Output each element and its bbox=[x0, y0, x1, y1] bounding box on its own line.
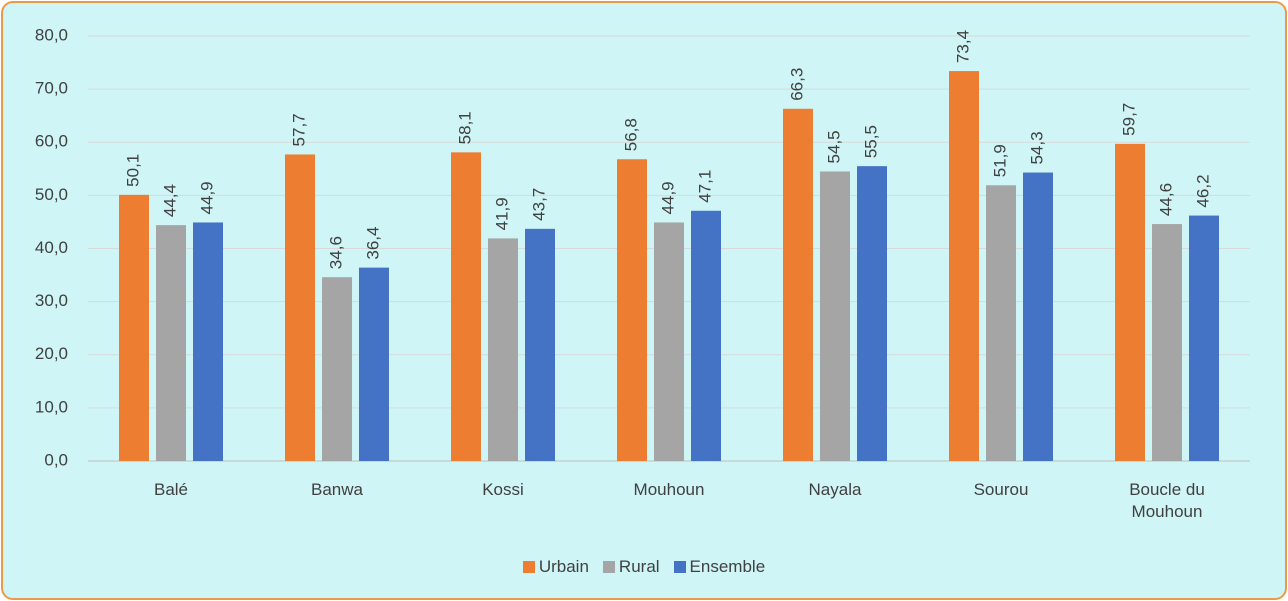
data-label: 46,2 bbox=[1193, 174, 1212, 207]
legend-item: Rural bbox=[602, 557, 660, 577]
bar bbox=[322, 277, 352, 461]
data-label: 34,6 bbox=[326, 236, 345, 269]
y-tick-label: 50,0 bbox=[35, 185, 68, 204]
data-label: 59,7 bbox=[1119, 103, 1138, 136]
data-label: 44,4 bbox=[160, 184, 179, 217]
data-label: 44,6 bbox=[1156, 183, 1175, 216]
legend-label: Rural bbox=[618, 557, 660, 576]
data-label: 55,5 bbox=[861, 125, 880, 158]
legend-label: Urbain bbox=[538, 557, 589, 576]
data-label: 44,9 bbox=[197, 181, 216, 214]
bar bbox=[525, 228, 555, 461]
x-tick-label: Banwa bbox=[311, 480, 363, 499]
bar bbox=[193, 222, 223, 461]
legend: Urbain Rural Ensemble bbox=[0, 557, 1288, 577]
bar bbox=[1152, 224, 1182, 461]
legend-swatch bbox=[522, 561, 535, 573]
bar bbox=[1189, 215, 1219, 461]
bar bbox=[1023, 172, 1053, 461]
data-label: 43,7 bbox=[529, 188, 548, 221]
bar bbox=[285, 154, 315, 461]
y-tick-label: 40,0 bbox=[35, 238, 68, 257]
bar bbox=[654, 222, 684, 461]
bar bbox=[359, 267, 389, 461]
bar bbox=[949, 71, 979, 461]
data-label: 51,9 bbox=[990, 144, 1009, 177]
x-tick-label: Boucle du Mouhoun bbox=[1129, 480, 1205, 521]
y-tick-label: 0,0 bbox=[44, 450, 68, 469]
data-label: 44,9 bbox=[658, 181, 677, 214]
data-label: 47,1 bbox=[695, 170, 714, 203]
y-tick-label: 70,0 bbox=[35, 79, 68, 98]
data-label: 73,4 bbox=[953, 30, 972, 63]
data-label: 36,4 bbox=[363, 227, 382, 260]
data-label: 56,8 bbox=[621, 118, 640, 151]
y-tick-label: 10,0 bbox=[35, 397, 68, 416]
bar bbox=[488, 238, 518, 461]
legend-swatch bbox=[673, 561, 686, 573]
bar bbox=[119, 194, 149, 461]
bar bbox=[691, 210, 721, 461]
y-tick-label: 20,0 bbox=[35, 344, 68, 363]
legend-item: Ensemble bbox=[673, 557, 766, 577]
bar bbox=[451, 152, 481, 461]
x-tick-label: Kossi bbox=[482, 480, 524, 499]
x-tick-label: Balé bbox=[153, 480, 189, 499]
data-label: 58,1 bbox=[455, 111, 474, 144]
x-tick-label: Sourou bbox=[973, 480, 1029, 499]
x-tick-label: Mouhoun bbox=[633, 480, 705, 499]
y-tick-label: 60,0 bbox=[35, 132, 68, 151]
legend-swatch bbox=[602, 561, 615, 573]
bar bbox=[986, 185, 1016, 461]
data-label: 50,1 bbox=[123, 154, 142, 187]
bar bbox=[156, 225, 186, 461]
data-label: 57,7 bbox=[289, 113, 308, 146]
bar bbox=[1115, 143, 1145, 461]
x-tick-label: Nayala bbox=[808, 480, 862, 499]
bar bbox=[820, 171, 850, 461]
bar bbox=[857, 166, 887, 461]
legend-item: Urbain bbox=[522, 557, 589, 577]
data-label: 54,5 bbox=[824, 130, 843, 163]
bar bbox=[783, 108, 813, 461]
legend-label: Ensemble bbox=[689, 557, 766, 576]
bar bbox=[617, 159, 647, 461]
y-tick-label: 80,0 bbox=[35, 25, 68, 44]
y-tick-label: 30,0 bbox=[35, 291, 68, 310]
data-label: 54,3 bbox=[1027, 131, 1046, 164]
data-label: 41,9 bbox=[492, 197, 511, 230]
data-label: 66,3 bbox=[787, 68, 806, 101]
